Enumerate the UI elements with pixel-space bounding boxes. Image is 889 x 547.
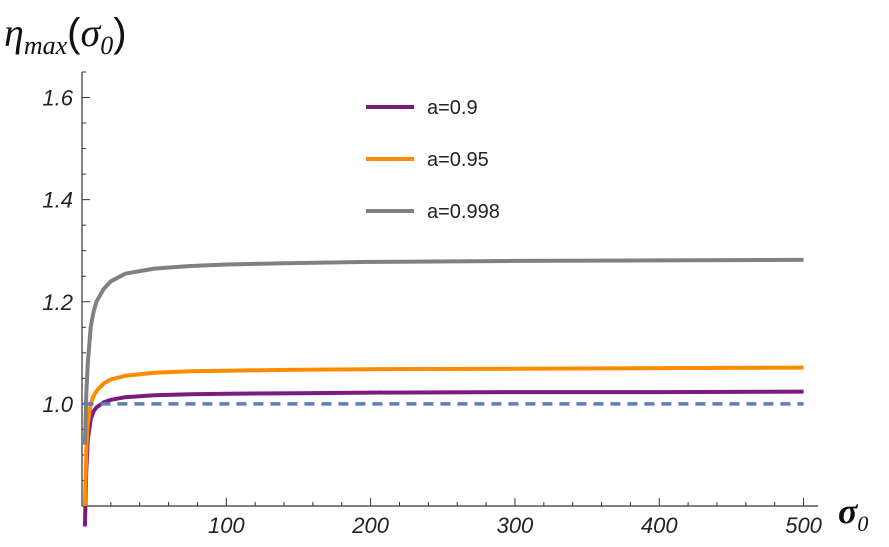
legend-label: a=0.998 <box>427 201 500 223</box>
series-line-1 <box>82 365 804 507</box>
y-tick-label: 1.2 <box>42 290 73 315</box>
x-tick-label: 400 <box>641 513 678 538</box>
legend-label: a=0.95 <box>427 149 489 171</box>
y-ticks: 1.0 1.2 1.4 1.6 <box>42 71 90 481</box>
legend: a=0.9 a=0.95 a=0.998 <box>366 97 500 223</box>
x-axis-title-sub: 0 <box>857 511 868 536</box>
legend-label: a=0.9 <box>427 97 478 119</box>
y-axis-title-sub: max <box>24 31 68 60</box>
y-axis-title-paren-open: ( <box>67 11 81 55</box>
y-axis-title-arg-base: σ <box>81 10 102 55</box>
x-axis-title: σ0 <box>838 491 868 536</box>
y-tick-label: 1.0 <box>42 392 73 417</box>
axes: 100 200 300 400 500 1.0 1.2 1.4 1.6 <box>42 71 823 538</box>
y-axis-title-base: η <box>4 10 24 55</box>
x-tick-label: 500 <box>785 513 822 538</box>
series-line-0 <box>82 389 804 527</box>
series-line-2 <box>82 257 804 445</box>
x-tick-label: 200 <box>351 513 389 538</box>
y-axis-title-paren-close: ) <box>113 11 126 55</box>
y-axis-title: ηmax(σ0) <box>4 10 127 60</box>
y-tick-label: 1.4 <box>42 188 73 213</box>
y-tick-label: 1.6 <box>42 86 73 111</box>
x-tick-label: 300 <box>497 513 534 538</box>
series-layer <box>82 257 804 527</box>
x-tick-label: 100 <box>208 513 245 538</box>
x-axis-title-base: σ <box>838 491 859 531</box>
x-ticks: 100 200 300 400 500 <box>110 498 823 538</box>
y-axis-title-arg-sub: 0 <box>100 31 113 60</box>
